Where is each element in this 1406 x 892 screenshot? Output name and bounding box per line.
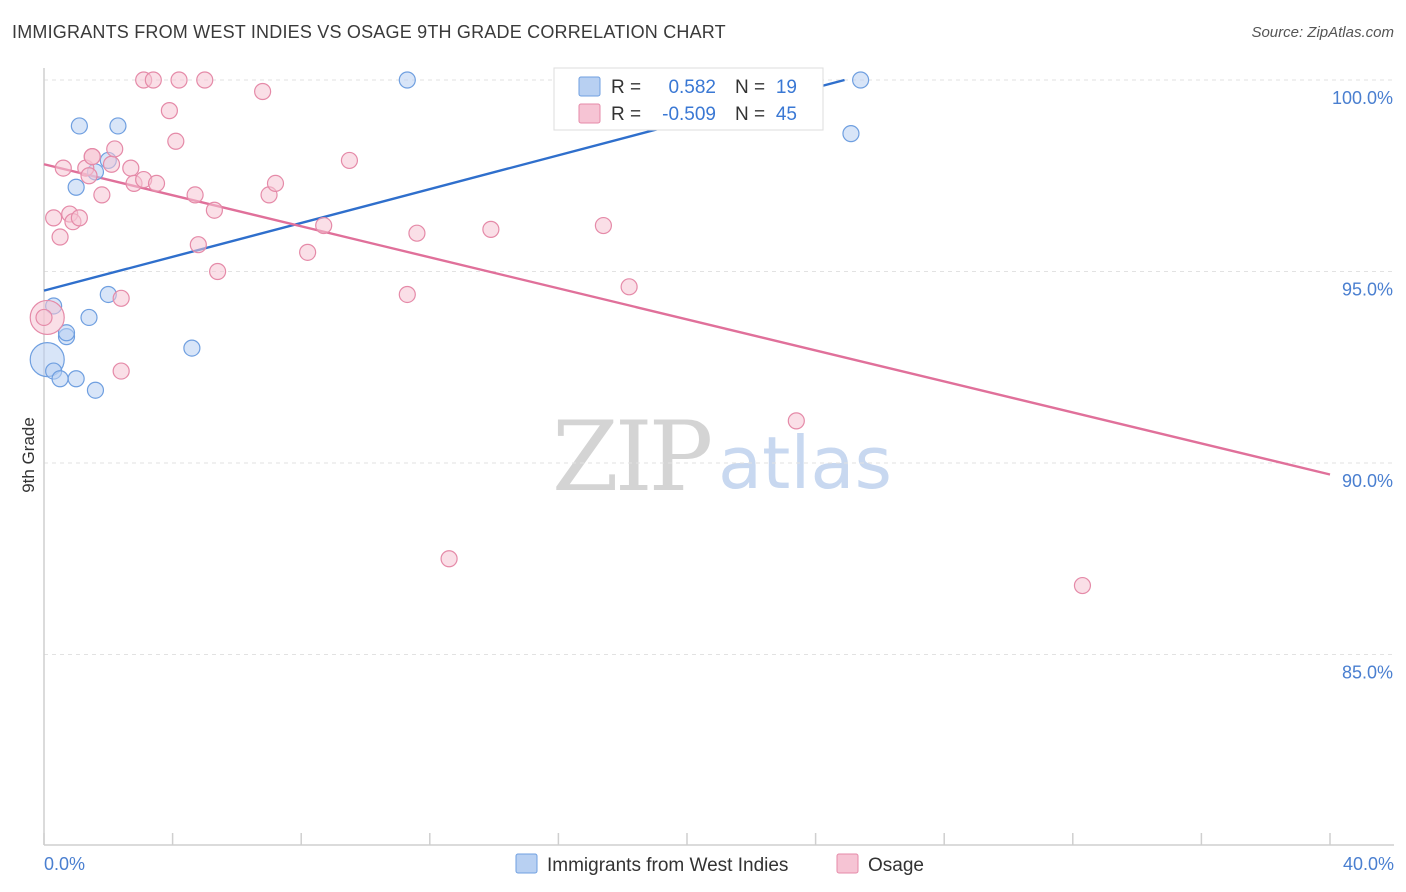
series-legend: Immigrants from West Indies Osage (515, 853, 924, 876)
x-ticks: 0.0% 40.0% (43, 833, 1394, 874)
data-point-pink (266, 174, 285, 193)
y-tick-label: 100.0% (1332, 88, 1393, 108)
data-point-blue (67, 178, 85, 196)
data-point-pink (787, 412, 805, 430)
series-legend-swatch-pink (836, 853, 859, 874)
data-point-pink (35, 308, 53, 327)
data-point-pink (80, 167, 98, 185)
data-point-pink (54, 159, 72, 177)
data-point-pink (254, 82, 272, 101)
data-point-pink (102, 155, 121, 173)
y-axis-label: 9th Grade (19, 417, 38, 493)
data-point-pink (482, 220, 500, 238)
data-point-blue (183, 339, 201, 357)
data-point-pink (45, 209, 63, 227)
data-point-pink (160, 102, 178, 120)
stats-legend: R = 0.582 N = 19 R = -0.509 N = 45 (553, 67, 824, 131)
data-point-pink (122, 159, 140, 177)
data-point-blue (67, 370, 85, 388)
data-point-pink (167, 132, 185, 150)
data-point-blue (398, 71, 416, 89)
y-tick-label: 95.0% (1342, 280, 1393, 300)
legend-swatch-pink (578, 103, 601, 124)
data-point-pink (186, 186, 204, 204)
data-point-pink (147, 174, 166, 193)
scatter-points (29, 71, 1092, 595)
series-legend-label-pink: Osage (868, 855, 924, 876)
series-legend-swatch-blue (515, 853, 538, 874)
data-point-blue (80, 308, 98, 327)
x-tick-label: 0.0% (44, 854, 85, 874)
data-point-pink (93, 186, 111, 204)
legend-pink-r-label: R = (611, 104, 641, 125)
legend-swatch-blue (578, 76, 601, 97)
watermark-zip: ZIP (552, 401, 711, 513)
data-point-pink (51, 228, 69, 246)
data-point-pink (144, 71, 162, 89)
y-tick-label: 85.0% (1342, 663, 1393, 683)
data-point-blue (57, 324, 76, 342)
source-label: Source: ZipAtlas.com (1251, 24, 1394, 41)
data-point-pink (189, 236, 207, 254)
legend-pink-r-value: -0.509 (662, 104, 716, 125)
legend-blue-r-value: 0.582 (668, 77, 716, 98)
data-point-pink (112, 289, 130, 307)
axes (43, 68, 1394, 846)
trend-line-pink (43, 163, 1331, 476)
legend-blue-n-value: 19 (776, 77, 797, 98)
data-point-blue (852, 71, 870, 89)
data-point-pink (594, 216, 613, 235)
data-point-pink (70, 209, 88, 227)
data-point-pink (112, 362, 130, 380)
data-point-pink (196, 71, 214, 89)
data-point-pink (106, 140, 124, 158)
legend-blue-n-label: N = (735, 77, 765, 98)
legend-pink-n-value: 45 (776, 104, 797, 125)
data-point-pink (299, 243, 317, 261)
chart-title: IMMIGRANTS FROM WEST INDIES VS OSAGE 9TH… (12, 22, 726, 42)
data-point-blue (70, 117, 88, 135)
series-legend-label-blue: Immigrants from West Indies (547, 855, 788, 876)
data-point-pink (205, 201, 223, 219)
data-point-pink (440, 550, 458, 568)
x-tick-label: 40.0% (1343, 854, 1394, 874)
legend-blue-r-label: R = (611, 77, 641, 98)
data-point-blue (51, 370, 69, 388)
data-point-pink (315, 216, 333, 235)
data-point-pink (408, 224, 426, 242)
data-point-pink (340, 151, 359, 170)
gridlines (44, 79, 1394, 655)
data-point-pink (1073, 576, 1092, 595)
y-tick-labels: 100.0% 95.0% 90.0% 85.0% (1332, 88, 1393, 683)
data-point-pink (398, 285, 416, 304)
data-point-pink (170, 71, 188, 89)
data-point-blue (86, 381, 105, 399)
legend-pink-n-label: N = (735, 104, 765, 125)
y-tick-label: 90.0% (1342, 471, 1393, 491)
data-point-blue (842, 125, 860, 143)
data-point-pink (620, 278, 638, 296)
data-point-pink (83, 148, 101, 166)
data-point-pink (209, 262, 227, 281)
data-point-blue (109, 117, 127, 135)
